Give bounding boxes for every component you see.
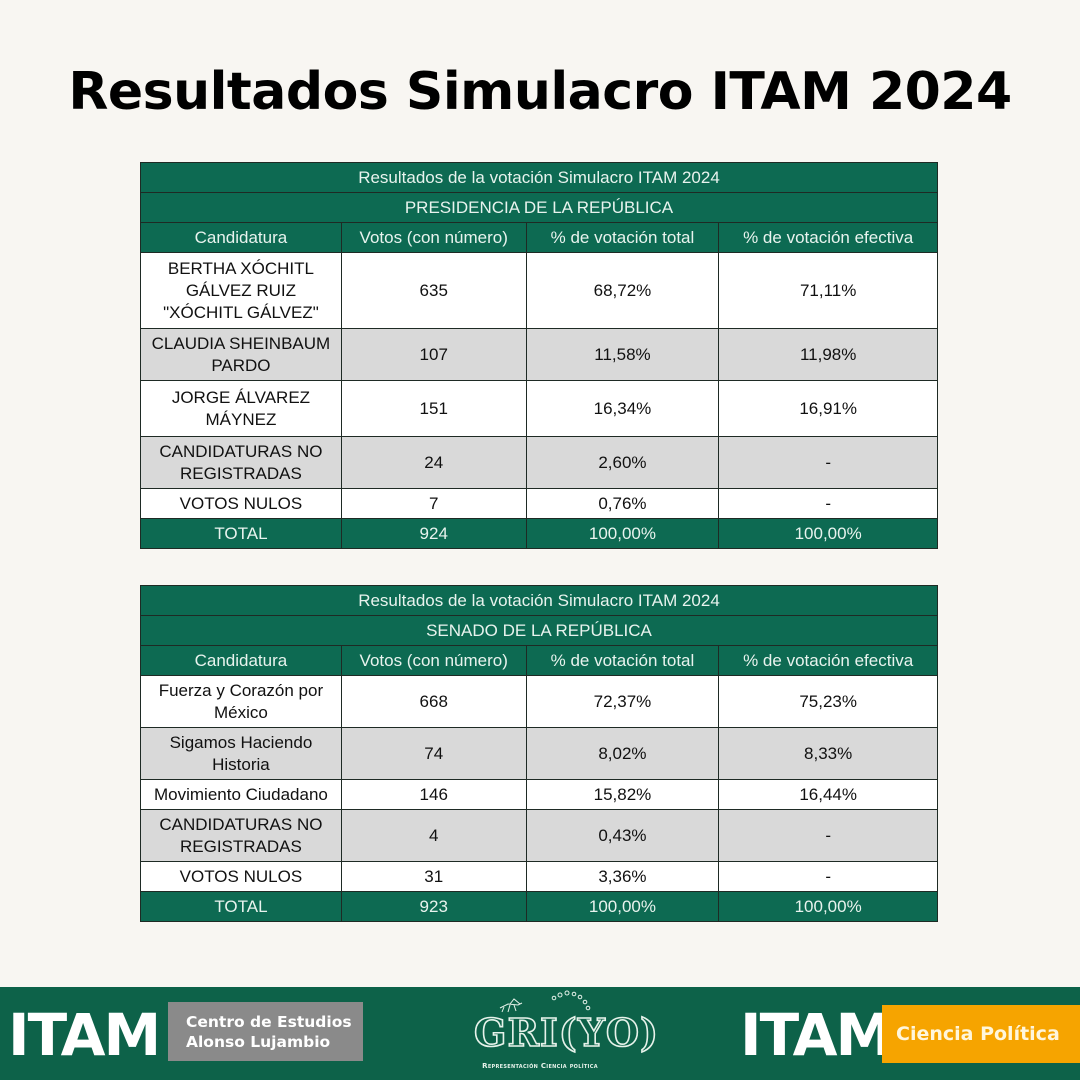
candidate-name: BERTHA XÓCHITL GÁLVEZ RUIZ "XÓCHITL GÁLV… [140,252,342,329]
pct-effective-cell: 8,33% [718,727,938,780]
table-row: Movimiento Ciudadano 146 15,82% 16,44% [140,779,938,810]
column-header: % de votación total [525,645,720,676]
column-header: % de votación efectiva [718,645,938,676]
votes-cell: 31 [340,861,527,892]
total-votes: 923 [340,891,527,922]
candidate-name: VOTOS NULOS [140,488,342,519]
total-label: TOTAL [140,891,342,922]
candidate-name: JORGE ÁLVAREZ MÁYNEZ [140,380,342,437]
pct-effective-cell: - [718,861,938,892]
page-title: Resultados Simulacro ITAM 2024 [68,62,1012,122]
griyo-wordmark: GRI(YO) [473,1009,659,1056]
table-subtitle: PRESIDENCIA DE LA REPÚBLICA [140,192,938,223]
ceal-line2: Alonso Lujambio [186,1033,331,1051]
votes-cell: 151 [340,380,527,437]
candidate-name: CLAUDIA SHEINBAUM PARDO [140,328,342,381]
pct-effective-cell: - [718,488,938,519]
total-row: TOTAL 924 100,00% 100,00% [140,518,938,549]
pct-total-cell: 8,02% [525,727,720,780]
pct-effective-cell: - [718,436,938,489]
candidate-name: VOTOS NULOS [140,861,342,892]
pct-total-cell: 72,37% [525,675,720,728]
column-header-row: Candidatura Votos (con número) % de vota… [140,645,938,676]
table-caption: Resultados de la votación Simulacro ITAM… [140,162,938,193]
column-header: % de votación efectiva [718,222,938,253]
table-row: CLAUDIA SHEINBAUM PARDO 107 11,58% 11,98… [140,328,938,381]
pct-effective-cell: - [718,809,938,862]
table-row: Fuerza y Corazón por México 668 72,37% 7… [140,675,938,728]
table-caption: Resultados de la votación Simulacro ITAM… [140,585,938,616]
pct-effective-cell: 11,98% [718,328,938,381]
votes-cell: 668 [340,675,527,728]
pct-effective-cell: 71,11% [718,252,938,329]
pct-effective-cell: 16,44% [718,779,938,810]
pct-total-cell: 3,36% [525,861,720,892]
total-pct-effective: 100,00% [718,891,938,922]
pct-effective-cell: 75,23% [718,675,938,728]
table-subtitle: SENADO DE LA REPÚBLICA [140,615,938,646]
pct-effective-cell: 16,91% [718,380,938,437]
column-header: % de votación total [525,222,720,253]
griyo-subtitle: Representación Ciencia política [482,1062,598,1070]
itam-logo-right: ITAM [740,1001,893,1069]
candidate-name: CANDIDATURAS NO REGISTRADAS [140,436,342,489]
votes-cell: 107 [340,328,527,381]
griyo-logo: GRI(YO) Representación Ciencia política [468,990,659,1076]
ciencia-politica-box: Ciencia Política [882,1005,1080,1063]
candidate-name: Fuerza y Corazón por México [140,675,342,728]
column-header: Votos (con número) [340,645,527,676]
column-header: Candidatura [140,645,342,676]
bubbles-icon [551,990,591,1011]
ceal-logo-box: Centro de Estudios Alonso Lujambio [168,1002,363,1061]
total-votes: 924 [340,518,527,549]
table-row: VOTOS NULOS 7 0,76% - [140,488,938,519]
candidate-name: Sigamos Haciendo Historia [140,727,342,780]
pct-total-cell: 16,34% [525,380,720,437]
table-row: CANDIDATURAS NO REGISTRADAS 4 0,43% - [140,809,938,862]
table-row: VOTOS NULOS 31 3,36% - [140,861,938,892]
votes-cell: 146 [340,779,527,810]
column-header: Votos (con número) [340,222,527,253]
votes-cell: 635 [340,252,527,329]
column-header-row: Candidatura Votos (con número) % de vota… [140,222,938,253]
table-row: Sigamos Haciendo Historia 74 8,02% 8,33% [140,727,938,780]
table-row: BERTHA XÓCHITL GÁLVEZ RUIZ "XÓCHITL GÁLV… [140,252,938,329]
table-row: JORGE ÁLVAREZ MÁYNEZ 151 16,34% 16,91% [140,380,938,437]
total-pct-effective: 100,00% [718,518,938,549]
ceal-line1: Centro de Estudios [186,1013,352,1031]
total-row: TOTAL 923 100,00% 100,00% [140,891,938,922]
total-pct-total: 100,00% [525,891,720,922]
grasshopper-icon [499,998,523,1013]
pct-total-cell: 68,72% [525,252,720,329]
votes-cell: 4 [340,809,527,862]
votes-cell: 24 [340,436,527,489]
votes-cell: 74 [340,727,527,780]
itam-logo-left: ITAM [8,1001,161,1069]
total-label: TOTAL [140,518,342,549]
pct-total-cell: 2,60% [525,436,720,489]
presidencia-results-table: Resultados de la votación Simulacro ITAM… [140,162,938,549]
total-pct-total: 100,00% [525,518,720,549]
pct-total-cell: 0,43% [525,809,720,862]
table-row: CANDIDATURAS NO REGISTRADAS 24 2,60% - [140,436,938,489]
pct-total-cell: 0,76% [525,488,720,519]
pct-total-cell: 15,82% [525,779,720,810]
candidate-name: Movimiento Ciudadano [140,779,342,810]
votes-cell: 7 [340,488,527,519]
candidate-name: CANDIDATURAS NO REGISTRADAS [140,809,342,862]
column-header: Candidatura [140,222,342,253]
senado-results-table: Resultados de la votación Simulacro ITAM… [140,585,938,922]
pct-total-cell: 11,58% [525,328,720,381]
